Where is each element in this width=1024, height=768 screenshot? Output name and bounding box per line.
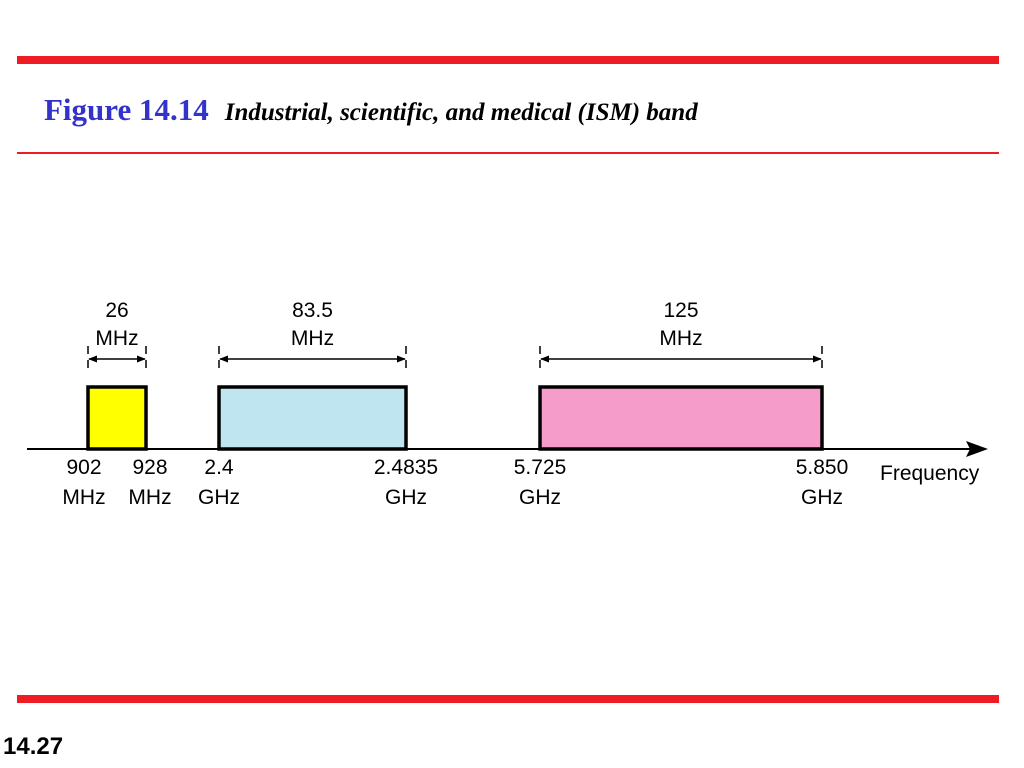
bands-layer: 26MHz902MHz928MHz83.5MHz2.4GHz2.4835GHz1… bbox=[62, 299, 848, 509]
band-1: 26 MHz 902 MHz 928 MHz bbox=[62, 299, 171, 509]
band-3-start-unit: GHz bbox=[519, 486, 561, 509]
slide-title: Figure 14.14 Industrial, scientific, and… bbox=[44, 92, 698, 128]
band-1-box bbox=[86, 385, 148, 451]
band-1-start-value: 902 bbox=[66, 456, 101, 479]
band-1-end-unit: MHz bbox=[128, 486, 171, 509]
band-3-start-value: 5.725 bbox=[514, 456, 567, 479]
slide-page-number: 14.27 bbox=[3, 733, 64, 760]
band-1-start-unit: MHz bbox=[62, 486, 105, 509]
band-3-end-value: 5.850 bbox=[796, 456, 849, 479]
band-3-box bbox=[538, 385, 824, 451]
band-2-box bbox=[217, 385, 408, 451]
top-red-rule bbox=[17, 56, 999, 64]
band-2-end-value: 2.4835 bbox=[374, 456, 438, 479]
frequency-axis-arrowhead bbox=[966, 441, 988, 457]
band-1-width-unit: MHz bbox=[95, 327, 138, 350]
band-2-width-value: 83.5 bbox=[292, 299, 333, 322]
bottom-red-rule bbox=[17, 695, 999, 703]
frequency-axis-label: Frequency bbox=[880, 462, 980, 485]
figure-caption: Industrial, scientific, and medical (ISM… bbox=[224, 99, 698, 126]
band-2-width-unit: MHz bbox=[291, 327, 334, 350]
band-3-width-unit: MHz bbox=[659, 327, 702, 350]
band-3-width-value: 125 bbox=[663, 299, 698, 322]
band-1-width-value: 26 bbox=[105, 299, 128, 322]
band-1-end-value: 928 bbox=[132, 456, 167, 479]
band-2-start-value: 2.4 bbox=[204, 456, 234, 479]
band-2-start-unit: GHz bbox=[198, 486, 240, 509]
title-underline bbox=[17, 152, 999, 154]
band-2: 83.5 MHz 2.4 GHz 2.4835 GHz bbox=[198, 299, 438, 509]
band-2-end-unit: GHz bbox=[385, 486, 427, 509]
band-3-end-unit: GHz bbox=[801, 486, 843, 509]
figure-number: Figure 14.14 bbox=[44, 92, 209, 127]
band-3: 125 MHz 5.725 GHz 5.850 GHz bbox=[514, 299, 849, 509]
